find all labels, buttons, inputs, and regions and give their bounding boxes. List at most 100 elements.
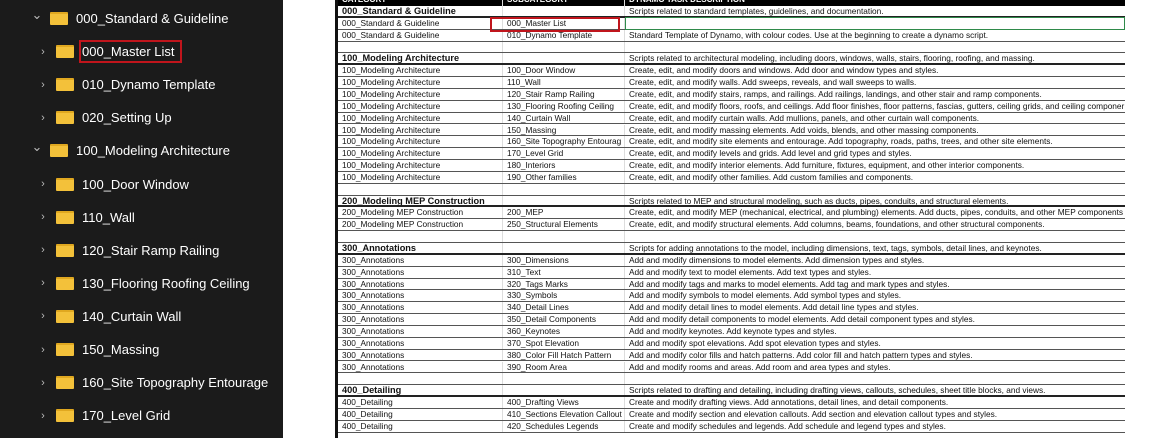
cell-subcategory[interactable] — [503, 183, 625, 195]
cell-description[interactable]: Add and modify rooms and areas. Add room… — [629, 361, 891, 372]
cell-subcategory[interactable]: 120_Stair Ramp Railing — [503, 88, 625, 100]
cell-subcategory[interactable]: 350_Detail Components — [503, 314, 625, 325]
cell-subcategory[interactable]: 420_Schedules Legends — [503, 420, 625, 432]
cell-category[interactable]: 300_Annotations — [338, 349, 503, 361]
cell-subcategory[interactable]: 170_Level Grid — [503, 148, 625, 160]
cell-category[interactable]: 400_Detailing — [338, 420, 503, 432]
chevron-right-icon[interactable]: › — [41, 178, 45, 190]
chevron-down-icon[interactable]: ⌄ — [31, 138, 43, 154]
cell-category[interactable]: 100_Modeling Architecture — [338, 136, 503, 148]
cell-subcategory[interactable] — [503, 41, 625, 53]
cell-description[interactable]: Add and modify spot elevations. Add spot… — [629, 337, 881, 348]
cell-subcategory[interactable]: 400_Drafting Views — [503, 397, 625, 408]
cell-subcategory[interactable]: 390_Room Area — [503, 361, 625, 373]
cell-category[interactable]: 100_Modeling Architecture — [338, 148, 503, 160]
cell-category[interactable]: 100_Modeling Architecture — [338, 100, 503, 112]
cell-description[interactable] — [625, 231, 1125, 242]
cell-description[interactable]: Scripts for adding annotations to the mo… — [625, 243, 1125, 253]
cell-category[interactable]: 300_Annotations — [338, 278, 503, 290]
cell-description[interactable]: Create, edit, and modify MEP (mechanical… — [629, 207, 1124, 218]
chevron-right-icon[interactable]: › — [41, 409, 45, 422]
cell-description[interactable]: Create, edit, and modify structural elem… — [629, 219, 1045, 230]
cell-description[interactable]: Add and modify color fills and hatch pat… — [629, 349, 973, 360]
header-description[interactable]: DYNAMO TASK DESCRIPTION — [625, 0, 1125, 6]
cell-subcategory[interactable]: 310_Text — [503, 266, 625, 278]
tree-item[interactable]: › 130_Flooring Roofing Ceiling — [36, 267, 250, 300]
cell-subcategory[interactable]: 380_Color Fill Hatch Pattern — [503, 349, 625, 361]
cell-subcategory[interactable] — [503, 6, 625, 16]
cell-category[interactable]: 300_Annotations — [338, 361, 503, 373]
chevron-down-icon[interactable]: ⌄ — [31, 6, 43, 22]
tree-item[interactable]: ⌄ 000_Standard & Guideline — [30, 2, 229, 35]
tree-item[interactable]: › 170_Level Grid — [36, 399, 170, 432]
cell-category[interactable]: 200_Modeling MEP Construction — [338, 195, 503, 206]
cell-description[interactable]: Add and modify symbols to model elements… — [629, 290, 902, 301]
cell-category[interactable]: 400_Detailing — [338, 397, 503, 408]
cell-category[interactable]: 100_Modeling Architecture — [338, 124, 503, 136]
cell-description[interactable]: Create, edit, and modify site elements a… — [629, 136, 1053, 147]
cell-category[interactable] — [338, 231, 503, 242]
chevron-right-icon[interactable]: › — [41, 78, 45, 91]
cell-subcategory[interactable]: 320_Tags Marks — [503, 278, 625, 290]
cell-subcategory[interactable]: 340_Detail Lines — [503, 302, 625, 314]
cell-subcategory[interactable]: 110_Wall — [503, 77, 625, 88]
cell-category[interactable]: 300_Annotations — [338, 254, 503, 266]
cell-description[interactable]: Scripts related to drafting and detailin… — [625, 385, 1125, 395]
tree-item[interactable]: › 150_Massing — [36, 333, 159, 366]
cell-category[interactable]: 300_Annotations — [338, 325, 503, 337]
header-subcategory[interactable]: SUBCATEGORY — [503, 0, 625, 6]
cell-subcategory[interactable]: 140_Curtain Wall — [503, 112, 625, 124]
cell-subcategory[interactable]: 300_Dimensions — [503, 254, 625, 266]
cell-category[interactable]: 000_Standard & Guideline — [338, 29, 503, 41]
cell-subcategory[interactable]: 010_Dynamo Template — [503, 29, 625, 41]
tree-item[interactable]: › 020_Setting Up — [36, 101, 171, 134]
cell-description[interactable]: Scripts related to standard templates, g… — [625, 6, 1125, 16]
cell-description[interactable]: Add and modify text to model elements. A… — [629, 266, 872, 277]
cell-description[interactable]: Standard Template of Dynamo, with colour… — [629, 29, 989, 40]
cell-description[interactable]: Create and modify drafting views. Add an… — [629, 397, 949, 408]
cell-description[interactable]: Add and modify detail components to mode… — [629, 314, 975, 325]
cell-description[interactable] — [625, 42, 1125, 53]
cell-subcategory[interactable] — [503, 243, 625, 253]
cell-description[interactable]: Scripts related to MEP and structural mo… — [625, 196, 1125, 206]
tree-item[interactable]: › 140_Curtain Wall — [36, 300, 181, 333]
cell-subcategory[interactable]: 250_Structural Elements — [503, 219, 625, 231]
cell-category[interactable]: 100_Modeling Architecture — [338, 160, 503, 171]
cell-subcategory[interactable]: 180_Interiors — [503, 160, 625, 171]
cell-description[interactable] — [625, 184, 1125, 195]
cell-subcategory[interactable]: 410_Sections Elevation Callout — [503, 408, 625, 420]
cell-category[interactable]: 400_Detailing — [338, 385, 503, 396]
cell-subcategory[interactable]: 190_Other families — [503, 171, 625, 183]
cell-category[interactable]: 400_Detailing — [338, 408, 503, 420]
cell-description[interactable]: Create, edit, and modify other families.… — [629, 171, 914, 182]
tree-item[interactable]: › 160_Site Topography Entourage — [36, 366, 268, 399]
cell-subcategory[interactable]: 150_Massing — [503, 124, 625, 136]
cell-category[interactable]: 000_Standard & Guideline — [338, 17, 503, 29]
cell-description[interactable]: Create, edit, and modify curtain walls. … — [629, 112, 980, 123]
cell-description[interactable]: Create and modify section and elevation … — [629, 408, 998, 419]
tree-item[interactable]: › 110_Wall — [36, 201, 135, 234]
tree-item[interactable]: › 120_Stair Ramp Railing — [36, 234, 219, 267]
cell-description[interactable]: Create, edit, and modify doors and windo… — [629, 65, 939, 76]
cell-subcategory[interactable] — [503, 385, 625, 396]
tree-item[interactable]: › 010_Dynamo Template — [36, 68, 215, 101]
cell-category[interactable]: 300_Annotations — [338, 337, 503, 349]
chevron-right-icon[interactable]: › — [41, 343, 45, 356]
cell-subcategory[interactable] — [503, 373, 625, 385]
cell-category[interactable] — [338, 41, 503, 53]
header-category[interactable]: CATEGORY — [338, 0, 503, 6]
chevron-right-icon[interactable]: › — [41, 376, 45, 389]
tree-item[interactable]: ⌄ 100_Modeling Architecture — [30, 134, 230, 167]
cell-category[interactable]: 100_Modeling Architecture — [338, 171, 503, 183]
cell-subcategory[interactable]: 360_Keynotes — [503, 325, 625, 337]
cell-description[interactable]: Add and modify dimensions to model eleme… — [629, 254, 925, 265]
cell-category[interactable]: 300_Annotations — [338, 290, 503, 302]
chevron-right-icon[interactable]: › — [41, 277, 45, 290]
cell-subcategory[interactable] — [503, 195, 625, 206]
cell-category[interactable]: 100_Modeling Architecture — [338, 65, 503, 77]
cell-description[interactable]: Create, edit, and modify walls. Add swee… — [629, 77, 917, 88]
cell-subcategory[interactable]: 330_Symbols — [503, 290, 625, 302]
cell-description[interactable]: Add and modify keynotes. Add keynote typ… — [629, 325, 837, 336]
chevron-right-icon[interactable]: › — [41, 310, 45, 323]
cell-category[interactable]: 100_Modeling Architecture — [338, 88, 503, 100]
